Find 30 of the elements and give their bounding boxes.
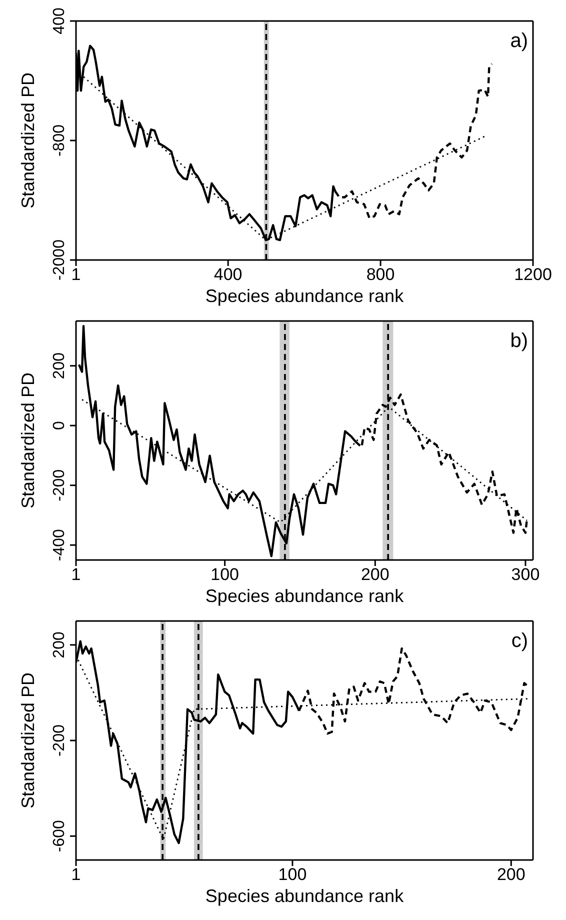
- annotation: a): [510, 30, 528, 53]
- y-tick-label: -600: [51, 820, 68, 852]
- annotation: c): [511, 630, 528, 653]
- y-axis-title: Standardized PD: [18, 372, 38, 509]
- y-tick-label: 200: [51, 631, 68, 658]
- x-axis-title: Species abundance rank: [205, 886, 405, 906]
- x-axis-title: Species abundance rank: [205, 286, 405, 306]
- x-tick-label: 1: [71, 565, 81, 584]
- y-axis-title: Standardized PD: [18, 672, 38, 809]
- x-tick-label: 800: [366, 265, 395, 284]
- y-tick-label: 400: [51, 8, 68, 34]
- x-tick-label: 300: [511, 565, 540, 584]
- y-axis-title: Standardized PD: [18, 72, 38, 209]
- y-tick-label: -400: [51, 528, 68, 562]
- x-tick-label: 200: [360, 565, 390, 584]
- x-tick-label: 1: [71, 865, 81, 884]
- y-tick-label: 200: [51, 352, 68, 380]
- y-tick-label: -2000: [51, 239, 68, 280]
- y-tick-label: 0: [51, 421, 68, 430]
- y-tick-label: -800: [51, 124, 68, 157]
- x-tick-label: 400: [214, 265, 242, 284]
- y-tick-label: -200: [51, 724, 68, 757]
- y-tick-label: -200: [51, 469, 68, 502]
- x-tick-label: 200: [496, 865, 526, 884]
- x-tick-label: 100: [210, 565, 240, 584]
- annotation: b): [510, 330, 528, 353]
- x-tick-label: 1200: [514, 265, 552, 284]
- x-axis-title: Species abundance rank: [205, 586, 405, 606]
- x-tick-label: 100: [278, 865, 307, 884]
- x-tick-label: 1: [71, 265, 81, 284]
